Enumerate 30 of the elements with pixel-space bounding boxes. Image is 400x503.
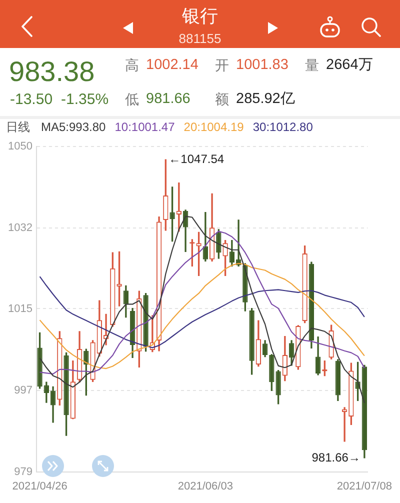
text: 20:1004.19 bbox=[184, 120, 244, 135]
y-tick-label: 979 bbox=[14, 466, 32, 478]
text: 30:1012.80 bbox=[252, 120, 313, 135]
text: 低 bbox=[125, 91, 139, 107]
text: 1002.14 bbox=[146, 57, 198, 73]
text: 10:1001.47 bbox=[114, 120, 175, 135]
x-tick-label: 2021/07/08 bbox=[336, 480, 392, 492]
y-tick-label: 997 bbox=[14, 384, 32, 396]
text: 1001.83 bbox=[236, 57, 288, 73]
text: 量 bbox=[305, 57, 319, 73]
text: 285.92亿 bbox=[236, 91, 296, 107]
y-tick-label: 1032 bbox=[8, 222, 32, 234]
text: 983.38 bbox=[9, 56, 95, 87]
y-tick-label: 1050 bbox=[8, 140, 32, 153]
text: 981.66 bbox=[146, 91, 190, 107]
text: -1.35% bbox=[61, 91, 109, 108]
x-tick-label: 2021/06/03 bbox=[178, 480, 233, 492]
chart-subtitle: 881155 bbox=[178, 31, 222, 46]
text: 2664万 bbox=[326, 57, 374, 73]
y-tick-label: 1015 bbox=[8, 302, 32, 315]
chart-title: 银行 bbox=[181, 6, 219, 26]
text: MA5:993.80 bbox=[41, 120, 106, 135]
text: 额 bbox=[215, 91, 229, 107]
legend-title: 日线 bbox=[6, 120, 30, 135]
text: -13.50 bbox=[10, 91, 53, 108]
annotation: 981.66→ bbox=[312, 450, 360, 464]
x-tick-label: 2021/04/26 bbox=[12, 480, 68, 492]
text: 高 bbox=[125, 57, 139, 73]
annotation: ←1047.54 bbox=[168, 152, 224, 166]
text: 开 bbox=[215, 57, 229, 73]
